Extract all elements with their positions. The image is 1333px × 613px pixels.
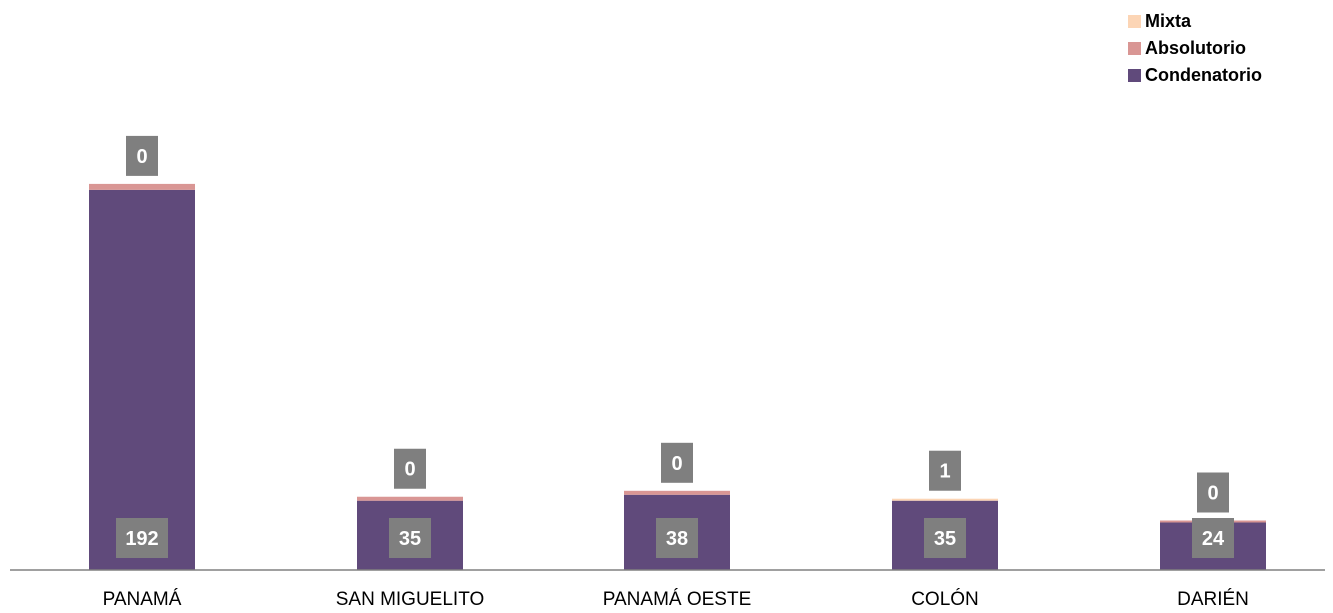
legend: Mixta Absolutorio Condenatorio (1128, 8, 1262, 89)
legend-label-condenatorio: Condenatorio (1145, 65, 1262, 85)
legend-item-absolutorio: Absolutorio (1128, 35, 1262, 62)
data-label-box-condenatorio-panama (116, 518, 168, 558)
bar-absolutorio-panama (89, 183, 195, 190)
data-label-condenatorio-darien: 24 (1202, 528, 1225, 550)
category-label-darien: DARIÉN (1177, 589, 1249, 610)
data-label-box-top-darien (1197, 472, 1229, 513)
data-label-condenatorio-colon: 35 (934, 528, 956, 550)
data-label-top-panama: 0 (136, 146, 147, 168)
data-label-box-top-panama (126, 135, 158, 176)
legend-item-condenatorio: Condenatorio (1128, 62, 1262, 89)
bar-absolutorio-panama-oeste (624, 490, 730, 495)
bars-group (89, 183, 1266, 570)
data-label-condenatorio-panama-oeste: 38 (666, 528, 688, 550)
bar-absolutorio-san-miguelito (357, 496, 463, 501)
data-label-box-top-san-miguelito (394, 448, 426, 489)
legend-label-absolutorio: Absolutorio (1145, 38, 1246, 58)
data-label-top-san-miguelito: 0 (404, 459, 415, 481)
data-label-box-top-panama-oeste (661, 442, 693, 483)
legend-swatch-condenatorio (1128, 69, 1141, 82)
data-label-top-colon: 1 (939, 461, 950, 483)
data-label-box-condenatorio-panama-oeste (656, 518, 698, 558)
category-label-colon: COLÓN (911, 588, 979, 610)
data-label-box-top-colon (929, 450, 961, 491)
bar-condenatorio-panama (89, 189, 195, 570)
category-label-panama: PANAMÁ (103, 589, 182, 610)
data-label-condenatorio-panama: 192 (125, 528, 158, 550)
data-label-condenatorio-san-miguelito: 35 (399, 528, 421, 550)
category-label-panama-oeste: PANAMÁ OESTE (603, 589, 752, 610)
data-label-top-panama-oeste: 0 (671, 453, 682, 475)
data-label-box-condenatorio-san-miguelito (389, 518, 431, 558)
data-label-box-condenatorio-darien (1192, 518, 1234, 558)
legend-label-mixta: Mixta (1145, 11, 1192, 31)
legend-item-mixta: Mixta (1128, 8, 1262, 35)
labels-group: 192 0 PANAMÁ 35 0 SAN MIGUELITO 38 0 PANAMÁ OEST… (103, 135, 1249, 610)
legend-swatch-absolutorio (1128, 42, 1141, 55)
bar-mixta-colon (892, 498, 998, 501)
category-label-san-miguelito: SAN MIGUELITO (336, 589, 485, 610)
data-label-top-darien: 0 (1207, 483, 1218, 505)
legend-swatch-mixta (1128, 15, 1141, 28)
data-label-box-condenatorio-colon (924, 518, 966, 558)
